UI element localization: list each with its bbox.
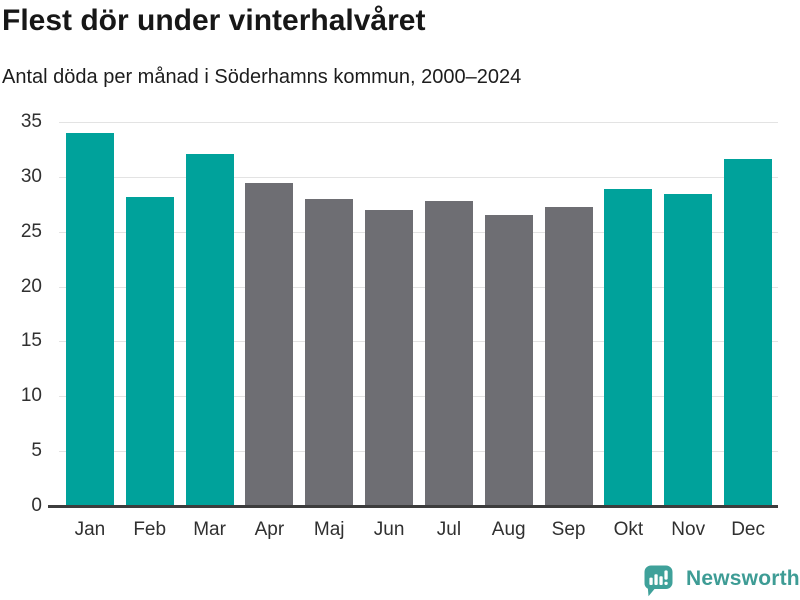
x-tick-label-jun: Jun: [373, 519, 405, 540]
x-tick-label-okt: Okt: [613, 519, 644, 540]
x-tick-label-sep: Sep: [551, 519, 586, 540]
x-tick-label-mar: Mar: [193, 519, 226, 540]
gridline-y10: [59, 396, 778, 397]
y-tick-label-10: 10: [20, 385, 42, 406]
x-tick-label-feb: Feb: [133, 519, 167, 540]
y-tick-label-25: 25: [20, 221, 42, 242]
y-tick-label-15: 15: [20, 330, 42, 351]
gridline-y15: [59, 341, 778, 342]
x-tick-label-jul: Jul: [436, 519, 462, 540]
gridline-y5: [59, 451, 778, 452]
x-tick-label-jan: Jan: [74, 519, 106, 540]
bar-okt: [604, 188, 653, 506]
chart-title: Flest dör under vinterhalvåret: [2, 4, 426, 37]
gridline-y30: [59, 177, 778, 178]
newsworthy-logo-icon: [644, 565, 673, 597]
bar-sep: [544, 206, 593, 506]
x-tick-label-dec: Dec: [731, 519, 765, 540]
bar-nov: [664, 194, 713, 506]
bar-jan: [65, 133, 114, 506]
bar-dec: [724, 159, 773, 506]
newsworthy-logo: Newsworthy: [644, 565, 800, 597]
bar-jun: [365, 209, 414, 506]
y-tick-label-30: 30: [20, 166, 42, 187]
y-tick-label-5: 5: [31, 440, 42, 461]
chart-subtitle: Antal döda per månad i Söderhamns kommun…: [2, 66, 522, 88]
x-axis-line: [48, 505, 778, 508]
bar-feb: [125, 196, 174, 506]
x-tick-label-apr: Apr: [254, 519, 285, 540]
x-tick-label-maj: Maj: [313, 519, 345, 540]
bar-jul: [424, 201, 473, 506]
bar-apr: [245, 183, 294, 506]
x-tick-label-nov: Nov: [671, 519, 706, 540]
y-tick-label-0: 0: [31, 495, 42, 516]
gridline-y35: [59, 122, 778, 123]
newsworthy-wordmark: Newsworthy: [686, 567, 800, 590]
bar-mar: [185, 153, 234, 506]
gridline-y25: [59, 232, 778, 233]
bar-aug: [484, 215, 533, 506]
gridline-y20: [59, 287, 778, 288]
y-tick-label-20: 20: [20, 276, 42, 297]
bar-maj: [305, 198, 354, 506]
x-tick-label-aug: Aug: [491, 519, 526, 540]
y-tick-label-35: 35: [20, 111, 42, 132]
